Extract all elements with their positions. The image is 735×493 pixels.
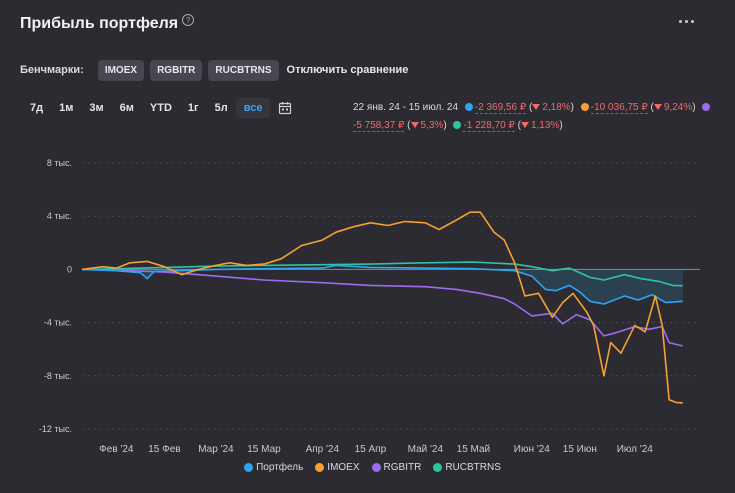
x-tick-label: Июн '24 <box>514 444 550 455</box>
y-tick-label: -12 тыс. <box>39 424 72 434</box>
period-3m[interactable]: 3м <box>89 102 104 114</box>
series-line-rucbtrns <box>81 261 683 287</box>
period-6m[interactable]: 6м <box>119 102 134 114</box>
legend-item-portfolio[interactable]: Портфель <box>244 462 303 473</box>
rgbitr-dot <box>702 103 711 111</box>
period-5y[interactable]: 5л <box>214 102 228 114</box>
date-range: 22 янв. 24 - 15 июл. 24 <box>353 102 458 113</box>
period-7d[interactable]: 7д <box>30 102 44 114</box>
x-tick-label: 15 Июн <box>563 444 597 455</box>
more-dots-icon[interactable] <box>679 14 695 28</box>
x-tick-label: Мар '24 <box>198 444 234 455</box>
legend-item-imoex[interactable]: IMOEX <box>315 462 360 473</box>
series-line-imoex <box>81 211 683 404</box>
disable-comparison-button[interactable]: Отключить сравнение <box>286 64 409 76</box>
summary-item-rucbtrns: -1 228,70 ₽ (1,13%) <box>449 120 563 132</box>
summary-item-imoex: -10 036,75 ₽ (9,24%) <box>577 102 696 114</box>
benchmark-chip-imoex[interactable]: IMOEX <box>97 59 145 81</box>
summary-item-rgbitr: -5 758,37 ₽ (5,3%) <box>353 102 712 132</box>
x-tick-label: Май '24 <box>408 444 444 455</box>
period-1y[interactable]: 1г <box>187 102 199 114</box>
y-tick-label: -4 тыс. <box>44 318 72 328</box>
portfolio-area <box>82 269 683 304</box>
y-tick-label: 0 <box>67 264 72 274</box>
benchmarks-label: Бенчмарки: <box>20 64 84 76</box>
summary-item-portfolio: -2 369,56 ₽ (2,18%) <box>461 102 574 114</box>
rucbtrns-dot <box>453 121 462 129</box>
y-tick-label: 4 тыс. <box>47 211 72 221</box>
period-ytd[interactable]: YTD <box>149 102 172 114</box>
legend-item-rgbitr[interactable]: RGBITR <box>371 462 421 473</box>
calendar-icon[interactable] <box>278 101 292 115</box>
benchmark-chip-rucbtrns[interactable]: RUCBTRNS <box>208 59 279 81</box>
period-all[interactable]: все <box>235 98 271 118</box>
question-circle-icon[interactable]: ? <box>182 14 195 26</box>
imoex-dot <box>580 103 589 111</box>
x-tick-label: Апр '24 <box>306 444 340 455</box>
portfolio-dot <box>464 103 473 111</box>
chart-legend: Портфель IMOEX RGBITR RUCBTRNS <box>0 462 735 473</box>
x-tick-label: 15 Май <box>457 444 491 455</box>
summary-legend: 22 янв. 24 - 15 июл. 24 -2 369,56 ₽ (2,1… <box>353 99 718 135</box>
y-tick-label: -8 тыс. <box>44 371 72 381</box>
y-tick-label: 8 тыс. <box>47 158 72 168</box>
benchmarks-row: Бенчмарки: IMOEX RGBITR RUCBTRNS Отключи… <box>20 59 409 81</box>
x-tick-label: 15 Фев <box>148 444 180 455</box>
x-tick-label: 15 Апр <box>355 444 387 455</box>
legend-item-rucbtrns[interactable]: RUCBTRNS <box>433 462 501 473</box>
x-tick-label: Фев '24 <box>99 444 134 455</box>
benchmark-chip-rgbitr[interactable]: RGBITR <box>150 59 203 81</box>
x-tick-label: Июл '24 <box>617 444 654 455</box>
period-1m[interactable]: 1м <box>59 102 74 114</box>
period-selector: 7д 1м 3м 6м YTD 1г 5л все <box>22 98 292 118</box>
title-row: Прибыль портфеля ? <box>20 12 195 36</box>
x-tick-label: 15 Мар <box>247 444 281 455</box>
series-line-портфель <box>81 264 683 305</box>
page-title: Прибыль портфеля <box>20 15 179 32</box>
